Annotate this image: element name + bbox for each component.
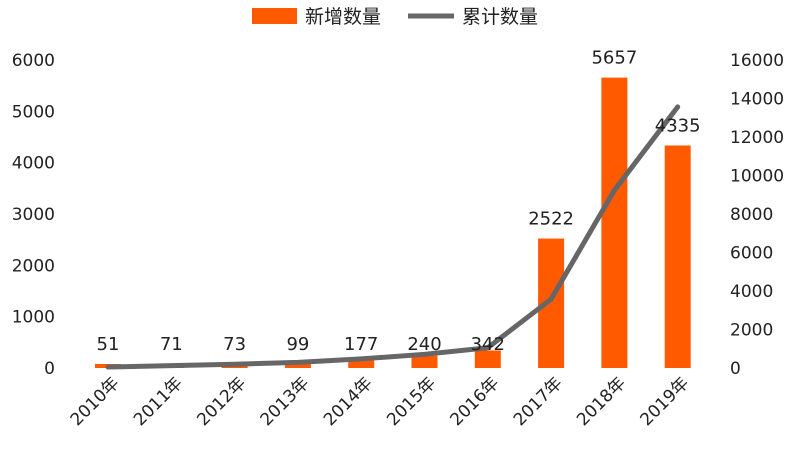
left-tick-label: 4000 [12, 154, 55, 174]
x-tick-label: 2014年 [320, 373, 377, 430]
bar [601, 77, 628, 368]
x-tick-label: 2016年 [447, 373, 504, 430]
right-tick-label: 0 [730, 359, 741, 379]
right-tick-label: 16000 [730, 51, 784, 71]
data-label: 342 [471, 334, 505, 355]
left-axis: 0 1000 2000 3000 4000 5000 6000 [12, 51, 55, 379]
cumulative-line [105, 104, 681, 370]
x-tick-label: 2015年 [383, 373, 440, 430]
legend-label-line: 累计数量 [462, 6, 538, 28]
right-tick-label: 2000 [730, 321, 773, 341]
data-label: 51 [97, 334, 120, 355]
left-tick-label: 1000 [12, 308, 55, 328]
line-series [105, 104, 681, 370]
right-tick-label: 12000 [730, 128, 784, 148]
data-label: 99 [286, 334, 309, 355]
right-tick-label: 4000 [730, 282, 773, 302]
bar [474, 350, 501, 368]
bar [664, 145, 691, 368]
left-tick-label: 2000 [12, 256, 55, 276]
data-labels: 51 71 73 99 177 240 342 2522 5657 4335 [97, 48, 701, 355]
right-tick-label: 14000 [730, 90, 784, 110]
legend-label-bar: 新增数量 [305, 6, 381, 28]
right-axis: 0 2000 4000 6000 8000 10000 12000 14000 16000 [730, 51, 784, 379]
data-label: 71 [160, 334, 183, 355]
x-axis: 2010年 2011年 2012年 2013年 2014年 2015年 2016年 2017年… [67, 373, 693, 430]
bar-series [95, 77, 691, 368]
x-tick-label: 2018年 [573, 373, 630, 430]
right-tick-label: 8000 [730, 205, 773, 225]
x-tick-label: 2019年 [636, 373, 693, 430]
right-tick-label: 6000 [730, 244, 773, 264]
right-tick-label: 10000 [730, 167, 784, 187]
data-label: 177 [344, 334, 378, 355]
x-tick-label: 2013年 [257, 373, 314, 430]
data-label: 240 [407, 334, 441, 355]
bar [411, 355, 438, 368]
x-tick-label: 2012年 [193, 373, 250, 430]
left-tick-label: 0 [44, 359, 55, 379]
left-tick-label: 6000 [12, 51, 55, 71]
left-tick-label: 5000 [12, 102, 55, 122]
legend: 新增数量 累计数量 [252, 6, 538, 28]
x-tick-label: 2010年 [67, 373, 124, 430]
left-tick-label: 3000 [12, 205, 55, 225]
data-label: 73 [223, 334, 246, 355]
bar [284, 362, 311, 368]
x-tick-label: 2017年 [510, 373, 567, 430]
data-label: 2522 [528, 209, 574, 230]
bar [348, 358, 375, 368]
data-label: 5657 [591, 48, 637, 69]
legend-swatch-bar [252, 8, 297, 24]
x-tick-label: 2011年 [130, 373, 187, 430]
data-label: 4335 [655, 115, 701, 136]
